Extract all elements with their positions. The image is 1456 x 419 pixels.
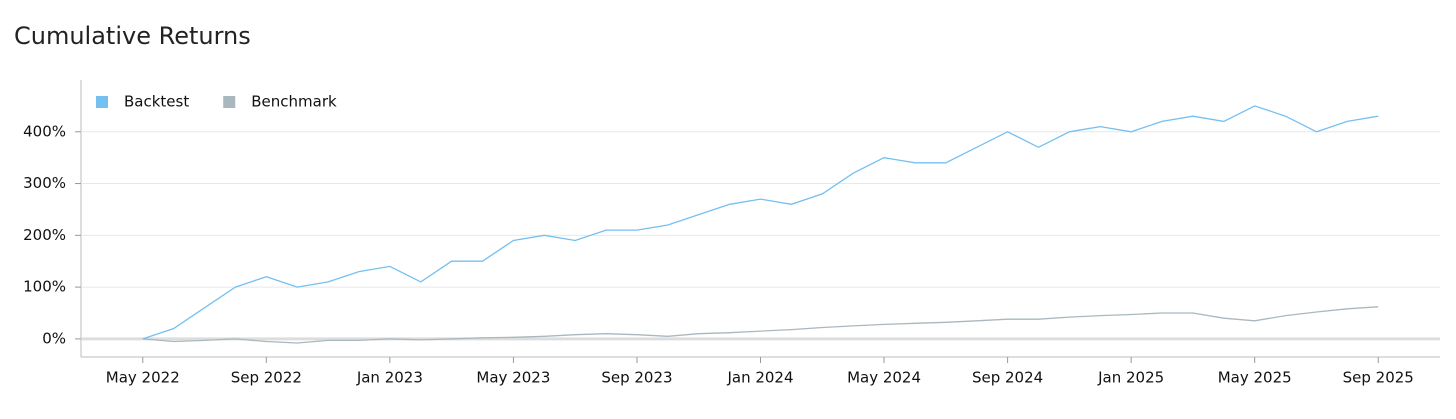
legend-swatch	[223, 96, 236, 108]
x-tick-label: Jan 2024	[726, 369, 793, 387]
y-tick-label: 100%	[23, 278, 66, 296]
x-tick-label: Sep 2024	[972, 369, 1043, 387]
legend-label: Benchmark	[251, 93, 337, 111]
y-tick-label: 400%	[23, 122, 66, 140]
legend-label: Backtest	[124, 93, 189, 111]
x-tick-label: May 2024	[847, 369, 921, 387]
x-tick-label: May 2023	[476, 369, 550, 387]
x-tick-label: Jan 2023	[356, 369, 423, 387]
x-tick-label: Sep 2025	[1343, 369, 1414, 387]
y-tick-label: 300%	[23, 174, 66, 192]
legend-swatch	[96, 96, 108, 108]
chart-title: Cumulative Returns	[14, 22, 251, 50]
x-tick-label: Sep 2022	[231, 369, 302, 387]
x-tick-label: Sep 2023	[601, 369, 672, 387]
y-tick-label: 0%	[42, 329, 66, 347]
line	[142, 306, 1379, 344]
y-tick-label: 200%	[23, 226, 66, 244]
x-tick-label: May 2022	[106, 369, 180, 387]
x-tick-label: May 2025	[1218, 369, 1292, 387]
x-tick-label: Jan 2025	[1097, 369, 1164, 387]
line	[142, 105, 1379, 340]
